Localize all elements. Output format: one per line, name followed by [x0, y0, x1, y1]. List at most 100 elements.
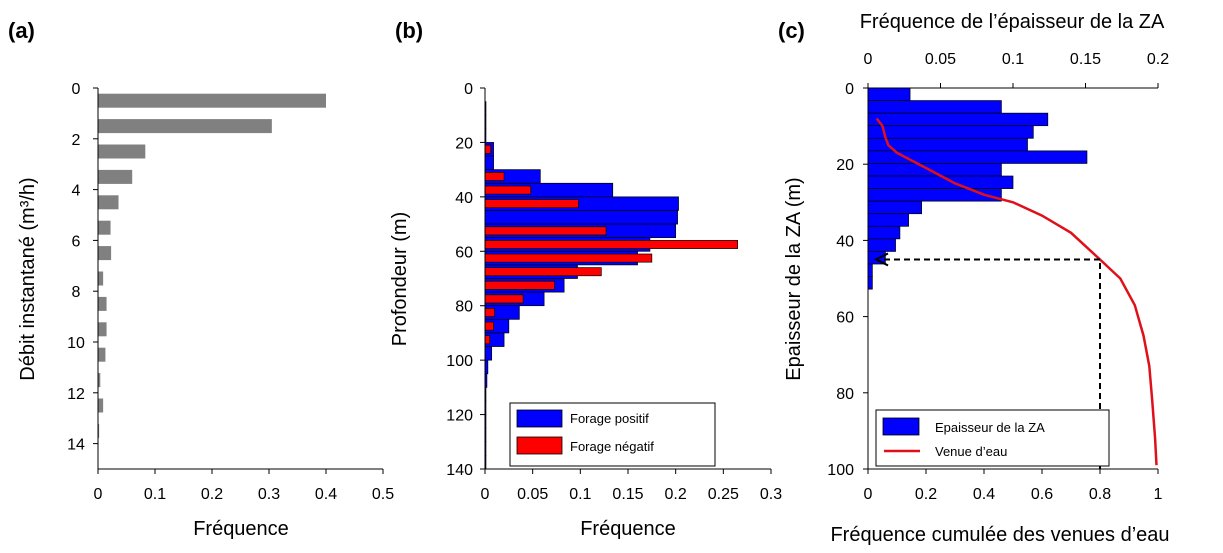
panel-b-legend-label-negatif: Forage négatif — [570, 439, 654, 454]
panel-c: (c) 0 20 40 60 80 100 0 0.2 0.4 0.6 0.8 1 0 0.05 0.1… — [778, 11, 1170, 546]
panel-a-x-tick-label: 0.5 — [372, 486, 394, 503]
panel-c-bar — [867, 163, 1002, 177]
panel-a-y-tick-label: 2 — [72, 132, 81, 149]
panel-c-bottom-x-tick-label: 0.2 — [915, 486, 937, 503]
panel-a-bar — [98, 271, 104, 286]
panel-b-y-tick-label: 20 — [455, 135, 473, 152]
panel-b-legend-swatch-positif — [516, 409, 563, 428]
panel-a-bar — [98, 398, 104, 413]
panel-c-bar — [867, 263, 873, 277]
panel-a: (a) 0 2 4 6 8 10 12 14 0 0.1 0.2 0.3 0.4 0.5 Fréquen… — [8, 18, 394, 540]
panel-a-x-tick-label: 0.1 — [144, 486, 166, 503]
panel-b-x-tick-label: 0.2 — [665, 486, 687, 503]
panel-c-bottom-x-tick-label: 0.8 — [1089, 486, 1111, 503]
panel-c-bar — [867, 238, 896, 252]
panel-b-x-title: Fréquence — [580, 518, 676, 540]
panel-b-x-tick-label: 0.1 — [569, 486, 591, 503]
panel-c-top-x-tick-label: 0.1 — [1002, 51, 1024, 68]
panel-a-bar — [98, 220, 111, 235]
panel-b-bar-negatif — [484, 185, 532, 195]
panel-a-bar — [98, 119, 272, 134]
panel-b-bar-negatif — [484, 144, 492, 154]
panel-a-bar — [98, 423, 100, 438]
panel-c-top-x-title: Fréquence de l’épaisseur de la ZA — [860, 11, 1165, 33]
panel-b-bar-negatif — [484, 321, 494, 331]
panel-c-bar — [867, 112, 1049, 127]
panel-c-bar — [867, 87, 911, 101]
panel-c-annotation-arrowhead — [873, 252, 889, 267]
panel-b-x-tick-label: 0 — [481, 486, 490, 503]
panel-a-x-tick-label: 0.4 — [315, 486, 337, 503]
panel-b-bar-negatif — [484, 253, 653, 263]
panel-c-bar — [867, 213, 909, 227]
panel-c-y-title: Epaisseur de la ZA (m) — [783, 177, 805, 380]
panel-a-y-tick-label: 10 — [67, 335, 85, 352]
panel-c-bar — [867, 175, 1014, 189]
panel-b-legend: Forage positif Forage négatif — [509, 402, 716, 467]
panel-b-label: (b) — [395, 18, 423, 43]
panel-b-bar-negatif — [484, 335, 491, 345]
panel-a-y-tick-label: 4 — [72, 183, 81, 200]
panel-b-bar-negatif — [484, 226, 607, 236]
panel-a-x-title: Fréquence — [193, 518, 289, 540]
panel-c-bottom-x-tick-label: 0.6 — [1031, 486, 1053, 503]
panel-c-y-tick-label: 20 — [836, 157, 854, 174]
panel-c-bottom-x-tick-label: 1 — [1154, 486, 1163, 503]
panel-b: (b) 0 20 40 60 80 100 120 140 0 0.05 0.1 0.15 0.2 0.… — [389, 18, 782, 540]
panel-b-legend-swatch-negatif — [516, 436, 563, 455]
panel-b-bar-negatif — [484, 240, 738, 249]
panel-c-y-tick-label: 0 — [845, 81, 854, 98]
panel-b-y-tick-label: 140 — [446, 462, 473, 479]
panel-c-top-x-tick-label: 0 — [864, 51, 873, 68]
panel-a-label: (a) — [8, 18, 35, 43]
panel-a-y-tick-label: 12 — [67, 386, 85, 403]
panel-b-bar-positif — [484, 155, 494, 170]
panel-c-y-tick-label: 100 — [827, 462, 854, 479]
panel-b-y-tick-label: 120 — [446, 408, 473, 425]
panel-b-bar-negatif — [484, 280, 555, 290]
panel-c-top-x-tick-label: 0.05 — [925, 51, 956, 68]
panel-a-bar — [98, 373, 101, 388]
panel-c-label: (c) — [778, 18, 805, 43]
panel-c-legend-label-venue: Venue d’eau — [935, 444, 1007, 459]
panel-c-bar — [867, 225, 901, 240]
panel-b-x-tick-label: 0.3 — [760, 486, 782, 503]
panel-a-bar — [98, 144, 146, 159]
panel-a-x-tick-label: 0.2 — [201, 486, 223, 503]
panel-b-y-tick-label: 40 — [455, 190, 473, 207]
panel-b-bar-positif — [484, 210, 678, 225]
panel-b-x-tick-label: 0.25 — [708, 486, 739, 503]
panel-a-bar — [98, 169, 133, 184]
panel-b-bar-negatif — [484, 267, 602, 277]
panel-c-bar — [867, 276, 873, 290]
panel-b-y-tick-label: 100 — [446, 353, 473, 370]
panel-b-bar-negatif — [484, 294, 524, 304]
panel-a-y-title: Débit instantané (m³/h) — [17, 177, 39, 380]
panel-a-y-tick-label: 6 — [72, 233, 81, 250]
panel-c-venue-line — [875, 117, 1158, 466]
panel-c-bottom-x-tick-label: 0 — [864, 486, 873, 503]
panel-a-bar — [98, 246, 112, 261]
panel-b-bar-positif — [484, 346, 493, 361]
panel-c-legend: Epaisseur de la ZA Venue d’eau — [875, 409, 1110, 467]
panel-c-bar — [867, 125, 1034, 139]
panel-a-bar — [98, 93, 326, 108]
panel-b-y-tick-label: 80 — [455, 299, 473, 316]
panel-c-legend-swatch-za — [882, 417, 920, 436]
panel-b-legend-label-positif: Forage positif — [570, 411, 649, 426]
panel-c-y-tick-label: 80 — [836, 386, 854, 403]
panel-c-bottom-x-tick-label: 0.4 — [973, 486, 995, 503]
panel-c-bar — [867, 200, 923, 215]
panel-a-y-tick-label: 14 — [67, 437, 85, 454]
panel-c-legend-label-za: Epaisseur de la ZA — [935, 420, 1045, 435]
panel-b-y-tick-label: 60 — [455, 244, 473, 261]
panel-b-bar-negatif — [484, 308, 495, 317]
panel-a-bar — [98, 322, 107, 337]
panel-a-bar — [98, 347, 106, 362]
panel-a-x-tick-label: 0.3 — [258, 486, 280, 503]
panel-b-bar-negatif — [484, 199, 579, 209]
panel-c-top-x-tick-label: 0.15 — [1070, 51, 1101, 68]
panel-c-top-x-tick-label: 0.2 — [1147, 51, 1169, 68]
panel-c-y-tick-label: 60 — [836, 310, 854, 327]
